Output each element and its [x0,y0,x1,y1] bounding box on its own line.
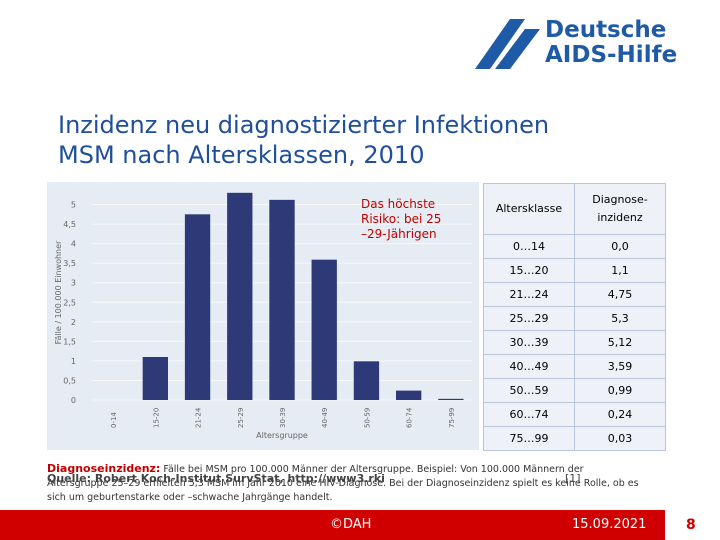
footer-bar: ©DAH 15.09.2021 [0,510,665,540]
x-tick-label: 0-14 [110,412,118,428]
x-axis-label: Altersgruppe [256,431,308,440]
table-row: 50…59 0,99 [483,378,666,403]
x-tick-label: 25-29 [237,408,245,428]
logo-line: Deutsche [545,17,667,43]
y-tick-label: 2,5 [63,298,76,307]
bar [311,259,337,400]
bar [142,357,168,400]
table-cell: 60…74 [483,402,575,427]
chart-background [47,182,479,450]
table-cell: 0…14 [483,234,575,259]
table-row: 25…29 5,3 [483,306,666,331]
table-cell: 0,99 [574,378,666,403]
table-cell: 4,75 [574,282,666,307]
table-cell: 1,1 [574,258,666,283]
x-tick-label: 15-20 [152,408,160,428]
table-row: 60…74 0,24 [483,402,666,427]
bar [184,214,211,400]
y-tick-label: 0 [71,396,76,405]
page-number: 8 [686,517,696,533]
table-cell: 40…49 [483,354,575,379]
chart: 0 0,5 1 1,5 2 2,5 3 3,5 4 4,5 5 Fälle / 100.000 Ein… [47,182,479,450]
table-row: 75…99 0,03 [483,426,666,451]
table-cell: 0,24 [574,402,666,427]
y-tick-label: 5 [71,201,76,210]
bar [269,199,295,400]
logo-line: AIDS-Hilfe [545,42,678,68]
bar [227,192,253,400]
x-tick-label: 30-39 [279,408,287,428]
table-cell: 3,59 [574,354,666,379]
title-line: Inzidenz neu diagnostizierter Infektione… [58,111,550,139]
x-tick-label: 75-99 [448,408,456,428]
note: Diagnoseinzidenz: Fälle bei MSM pro 100.… [47,462,647,505]
y-tick-label: 0,5 [63,376,76,385]
table-header-row: Altersklasse Diagnose-inzidenz [483,183,666,235]
date: 15.09.2021 [572,517,647,532]
header-cell: Altersklasse [483,183,575,235]
reference: [1] [565,472,581,485]
y-tick-label: 4 [71,240,76,249]
y-tick-label: 3,5 [63,259,76,268]
note-label: Diagnoseinzidenz: [47,462,161,475]
y-tick-label: 3 [71,279,76,288]
table: Altersklasse Diagnose-inzidenz 0…14 0,0 15…2… [483,183,666,451]
x-tick-label: 60-74 [406,407,414,428]
table-cell: 30…39 [483,330,575,355]
y-tick-label: 4,5 [63,220,76,229]
table-cell: 75…99 [483,426,575,451]
table-cell: 25…29 [483,306,575,331]
slide-title: Inzidenz neu diagnostizierter Infektione… [58,110,549,170]
note-text: Fälle bei MSM pro 100.000 Männer der Alt… [47,464,639,503]
table-cell: 21…24 [483,282,575,307]
title-line: MSM nach Altersklassen, 2010 [58,141,425,169]
table-cell: 50…59 [483,378,575,403]
source: Quelle: Robert Koch-Institut SurvStat, h… [47,472,385,485]
y-axis-label: Fälle / 100.000 Einwohner [54,240,63,344]
table-row: 0…14 0,0 [483,234,666,259]
copyright: ©DAH [330,517,372,532]
table-cell: 15…20 [483,258,575,283]
x-tick-label: 50-59 [363,408,371,428]
bar [396,390,422,400]
header-cell: Diagnose-inzidenz [574,183,666,235]
table-cell: 0,0 [574,234,666,259]
annotation: Das höchste Risiko: bei 25 –29-Jährigen [361,197,441,241]
table-cell: 5,3 [574,306,666,331]
logo: Deutsche AIDS-Hilfe [545,18,677,68]
bar [353,361,380,400]
x-tick-label: 21-24 [195,407,203,428]
table-cell: 0,03 [574,426,666,451]
y-tick-label: 1 [71,357,76,366]
y-tick-label: 1,5 [63,337,76,346]
table-row: 30…39 5,12 [483,330,666,355]
table-row: 40…49 3,59 [483,354,666,379]
table-row: 15…20 1,1 [483,258,666,283]
bar [438,398,464,400]
table-row: 21…24 4,75 [483,282,666,307]
table-cell: 5,12 [574,330,666,355]
y-tick-label: 2 [71,318,76,327]
logo-mark [475,19,540,69]
x-tick-label: 40-49 [321,408,329,428]
